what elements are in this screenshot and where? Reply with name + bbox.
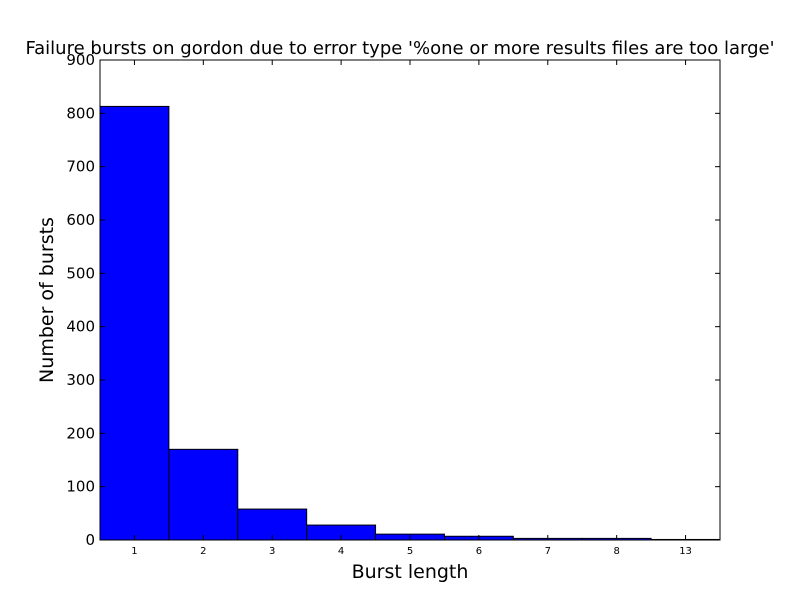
y-axis-label: Number of bursts bbox=[36, 217, 58, 383]
x-tick-label: 3 bbox=[269, 546, 275, 557]
bars-group bbox=[99, 105, 721, 541]
y-tick-label: 100 bbox=[66, 478, 95, 496]
y-tick-label: 900 bbox=[66, 51, 95, 69]
y-tick-label: 700 bbox=[66, 158, 95, 176]
x-tick-label: 13 bbox=[679, 546, 692, 557]
x-axis: 1 2 3 4 5 6 7 8 13 bbox=[131, 60, 692, 557]
y-tick-label: 400 bbox=[66, 318, 95, 336]
y-tick-label: 200 bbox=[66, 424, 95, 442]
plot-frame bbox=[99, 59, 721, 541]
x-tick-label: 5 bbox=[407, 546, 413, 557]
x-axis-label: Burst length bbox=[352, 561, 469, 583]
bar-1 bbox=[99, 105, 170, 541]
bar-3 bbox=[237, 508, 308, 541]
chart-title: Failure bursts on gordon due to error ty… bbox=[25, 38, 774, 59]
y-axis: 0 100 200 300 400 500 600 700 800 900 bbox=[66, 51, 720, 549]
x-tick-label: 7 bbox=[545, 546, 551, 557]
x-tick-label: 2 bbox=[200, 546, 206, 557]
y-tick-label: 300 bbox=[66, 371, 95, 389]
y-tick-label: 0 bbox=[85, 531, 95, 549]
y-tick-label: 500 bbox=[66, 264, 95, 282]
x-tick-label: 6 bbox=[476, 546, 482, 557]
bar-2 bbox=[168, 448, 239, 541]
x-tick-label: 4 bbox=[338, 546, 344, 557]
x-tick-label: 1 bbox=[131, 546, 137, 557]
x-tick-label: 8 bbox=[613, 546, 619, 557]
y-tick-label: 800 bbox=[66, 104, 95, 122]
y-tick-label: 600 bbox=[66, 211, 95, 229]
